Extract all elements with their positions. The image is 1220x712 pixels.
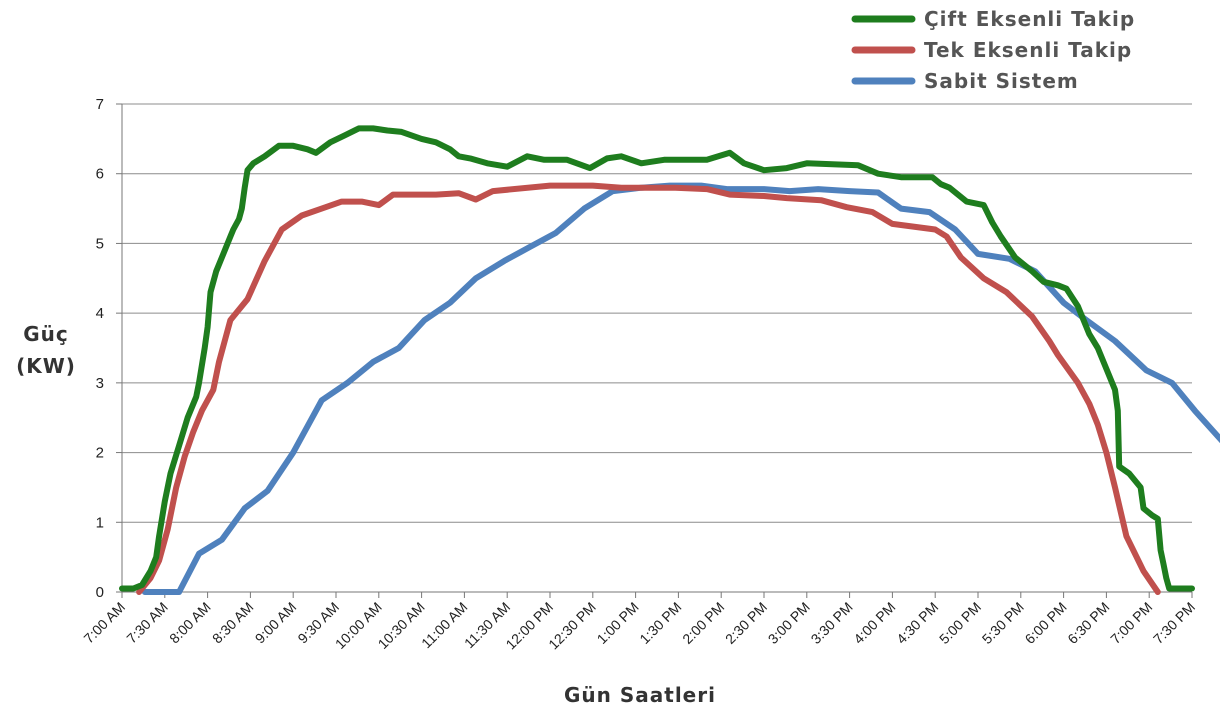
x-tick-label: 10:30 AM <box>375 599 428 652</box>
axes <box>116 103 1193 598</box>
series-lines <box>119 125 1220 595</box>
legend-label: Çift Eksenli Takip <box>924 7 1135 31</box>
y-tick-label: 7 <box>96 96 104 113</box>
series-line-1 <box>136 182 1161 595</box>
x-tick-label: 6:00 PM <box>1022 599 1070 647</box>
y-tick-label: 6 <box>96 166 104 183</box>
x-axis-title: Gün Saatleri <box>564 683 716 707</box>
x-tick-label: 8:30 AM <box>209 599 257 647</box>
legend-label: Tek Eksenli Takip <box>924 38 1132 62</box>
y-tick-label: 5 <box>96 235 104 252</box>
x-tick-label: 9:00 AM <box>252 599 300 647</box>
x-tick-label: 6:30 PM <box>1064 599 1112 647</box>
x-tick-label: 7:30 PM <box>1150 599 1198 647</box>
y-axis-title-line1: Güç <box>23 322 69 346</box>
gridlines <box>122 103 1192 523</box>
x-tick-labels: 7:00 AM7:30 AM8:00 AM8:30 AM9:00 AM9:30 … <box>80 599 1198 653</box>
series-line-2 <box>141 182 1220 595</box>
x-tick-label: 4:00 PM <box>850 599 898 647</box>
x-tick-label: 2:00 PM <box>679 599 727 647</box>
x-tick-label: 12:30 PM <box>545 599 599 653</box>
legend-label: Sabit Sistem <box>924 69 1079 93</box>
y-tick-label: 2 <box>96 445 104 462</box>
x-tick-label: 7:30 AM <box>123 599 171 647</box>
legend: Çift Eksenli Takip Tek Eksenli Takip Sabit… <box>851 7 1135 93</box>
y-tick-label: 1 <box>96 514 104 531</box>
y-tick-label: 4 <box>96 305 104 322</box>
y-tick-label: 0 <box>96 584 104 601</box>
x-tick-label: 7:00 PM <box>1107 599 1155 647</box>
x-tick-label: 7:00 AM <box>80 599 128 647</box>
y-tick-labels: 0 1 2 3 4 5 6 7 <box>96 96 104 601</box>
y-axis-title-line2: (KW) <box>16 354 76 378</box>
x-tick-label: 3:00 PM <box>765 599 813 647</box>
x-tick-label: 2:30 PM <box>722 599 770 647</box>
x-tick-label: 11:00 AM <box>418 599 470 651</box>
x-tick-label: 1:30 PM <box>636 599 684 647</box>
x-tick-label: 4:30 PM <box>893 599 941 647</box>
x-tick-label: 3:30 PM <box>808 599 856 647</box>
y-tick-label: 3 <box>96 375 104 392</box>
x-tick-label: 1:00 PM <box>594 599 642 647</box>
x-tick-label: 5:30 PM <box>979 599 1027 647</box>
series-line-0 <box>119 125 1195 592</box>
x-tick-label: 5:00 PM <box>936 599 984 647</box>
x-tick-label: 8:00 AM <box>166 599 214 647</box>
